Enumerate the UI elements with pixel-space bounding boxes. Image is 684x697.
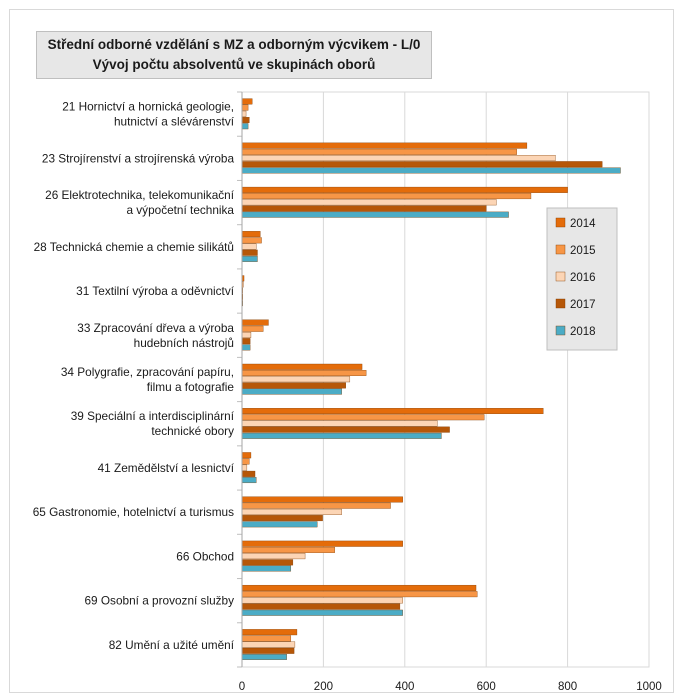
bar (241, 502, 391, 509)
category-label: filmu a fotografie (147, 380, 235, 394)
bar (241, 452, 252, 459)
bar (241, 414, 485, 421)
chart-title: Střední odborné vzdělání s MZ a odborným… (47, 37, 421, 52)
bar (241, 629, 298, 636)
bar (241, 376, 351, 383)
bar (241, 255, 258, 262)
bar (241, 331, 252, 338)
bar (241, 647, 295, 654)
bar (241, 458, 250, 465)
bar (241, 546, 335, 553)
bar (241, 464, 248, 471)
bar (241, 388, 342, 395)
bar (241, 98, 253, 105)
chart-title-box: Střední odborné vzdělání s MZ a odborným… (36, 31, 432, 79)
category-label: 66 Obchod (176, 549, 234, 563)
bar (241, 496, 403, 503)
bar (241, 231, 261, 238)
bar (241, 565, 292, 572)
category-label: hutnictví a slévárenství (114, 115, 235, 129)
bar (241, 205, 487, 212)
bar (241, 477, 257, 484)
category-label: 65 Gastronomie, hotelnictví a turismus (33, 505, 234, 519)
bar (241, 426, 450, 433)
legend-label: 2017 (570, 299, 596, 311)
bar (241, 344, 251, 351)
bar (241, 167, 621, 174)
x-tick-label: 800 (558, 681, 577, 693)
bar (241, 382, 346, 389)
bar (241, 142, 528, 149)
bar (241, 363, 363, 370)
bar (241, 148, 517, 155)
category-label: 28 Technická chemie a chemie silikátů (34, 240, 234, 254)
category-label: 39 Speciální a interdisciplinární (71, 409, 235, 423)
bar (241, 432, 442, 439)
bar (241, 199, 497, 206)
chart-frame (9, 9, 674, 693)
bar (241, 193, 532, 200)
bar (241, 249, 258, 256)
chart-subtitle: Vývoj počtu absolventů ve skupinách obor… (92, 57, 376, 72)
x-tick-label: 1000 (636, 681, 662, 693)
bar (241, 515, 323, 522)
bar (241, 370, 367, 376)
category-label: technické obory (151, 424, 234, 438)
category-label: 82 Umění a užité umění (109, 638, 235, 652)
bar (241, 635, 292, 642)
bar (241, 123, 249, 130)
legend-swatch (555, 298, 566, 309)
bar (241, 325, 264, 332)
legend-swatch (555, 244, 566, 255)
legend-label: 2016 (570, 272, 596, 284)
bar (241, 609, 403, 616)
category-label: 33 Zpracování dřeva a výroba (77, 321, 234, 335)
legend-label: 2015 (570, 245, 596, 257)
bar (241, 641, 296, 648)
bar (241, 597, 403, 604)
bar (241, 408, 544, 415)
category-label: 34 Polygrafie, zpracování papíru, (61, 365, 234, 379)
x-tick-label: 600 (477, 681, 496, 693)
bar (241, 110, 247, 117)
category-label: 31 Textilní výroba a oděvnictví (76, 284, 235, 298)
category-label: 21 Hornictví a hornická geologie, (62, 100, 234, 114)
bar (241, 211, 509, 218)
legend-label: 2014 (570, 218, 596, 230)
bar (241, 508, 342, 515)
bar (241, 470, 256, 477)
legend-swatch (555, 271, 566, 282)
bar (241, 521, 318, 528)
bar (241, 161, 603, 168)
bar (241, 584, 477, 591)
legend-swatch (555, 217, 566, 228)
bar (241, 420, 438, 427)
bar (241, 237, 262, 244)
legend-label: 2018 (570, 326, 596, 338)
bar (241, 319, 269, 326)
bar (241, 654, 287, 660)
bar (241, 155, 556, 162)
category-label: 41 Zemědělství a lesnictví (98, 461, 235, 475)
bar (241, 553, 306, 560)
category-label: hudebních nástrojů (134, 336, 234, 350)
bar (241, 540, 403, 547)
bar (241, 591, 478, 598)
x-tick-label: 400 (395, 681, 414, 693)
bar (241, 559, 294, 566)
category-label: a výpočetní technika (126, 203, 234, 217)
bar (241, 117, 250, 123)
bar (241, 243, 257, 250)
category-label: 26 Elektrotechnika, telekomunikační (45, 188, 235, 202)
legend-swatch (555, 325, 566, 336)
x-tick-label: 0 (239, 681, 245, 693)
x-tick-label: 200 (314, 681, 333, 693)
category-label: 69 Osobní a provozní služby (84, 594, 234, 608)
bar (241, 338, 251, 345)
category-label: 23 Strojírenství a strojírenská výroba (42, 151, 235, 165)
bar (241, 603, 401, 610)
bar (241, 104, 249, 111)
bar (241, 186, 568, 193)
